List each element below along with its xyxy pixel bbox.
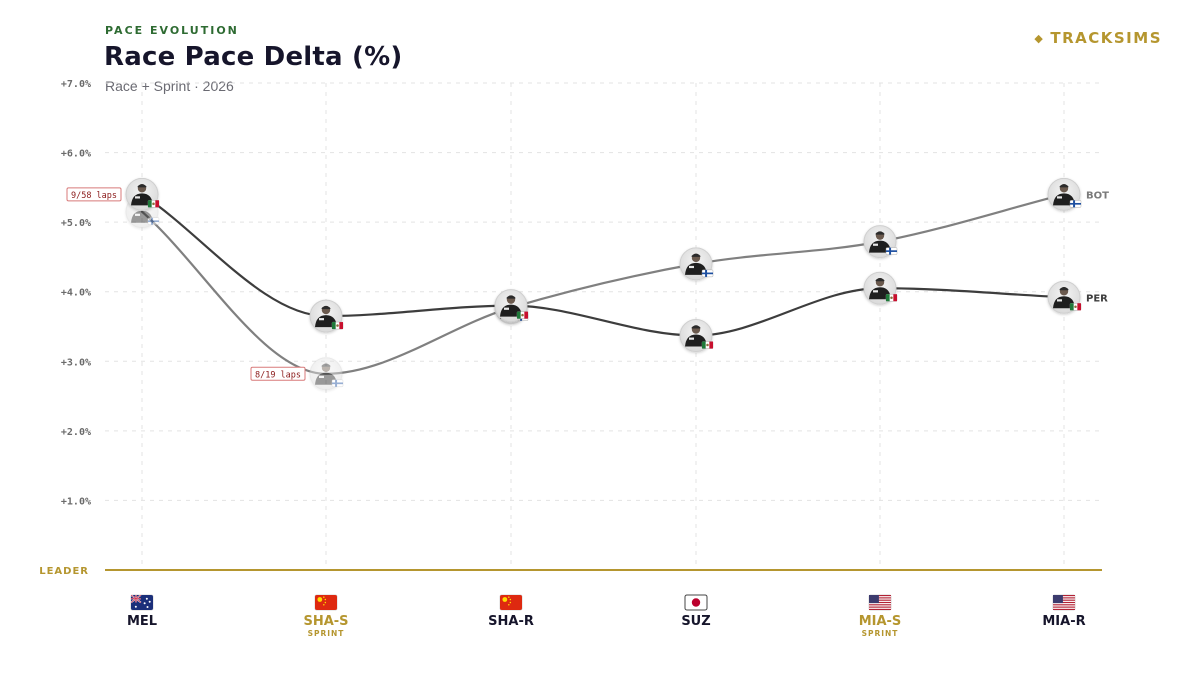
x-tick-label: SHA-R [488,614,534,629]
sprint-tag: SPRINT [308,629,345,638]
series-end-labels: BOT PER [1086,190,1109,304]
category-mia-r: MIA-R [1042,594,1086,629]
finland-flag [331,379,344,388]
chart-eyebrow: PACE EVOLUTION [105,24,239,37]
point-bot-suz [679,247,714,281]
series-end-label: BOT [1086,190,1109,201]
x-tick-label: MIA-S [859,614,902,629]
laps-annotation: 9/58 laps [66,187,122,202]
finland-flag [1069,200,1082,208]
series-end-label: PER [1086,293,1108,304]
series-line-bot [140,193,1066,375]
category-suz: SUZ [681,594,711,629]
chart-subtitle: Race + Sprint · 2026 [105,78,234,94]
annotations: 9/58 laps 8/19 laps [66,187,306,381]
point-bot-sha-s [309,357,344,391]
series-markers [125,177,1082,391]
y-tick-label: +1.0% [61,496,91,507]
japan-flag [684,594,708,611]
category-sha-r: SHA-R [488,594,534,629]
point-per-mia-r [1047,280,1082,314]
y-tick-label: +4.0% [61,288,91,299]
chart-title: Race Pace Delta (%) [104,42,403,72]
x-tick-label: MIA-R [1042,614,1085,629]
brand-logo: ◆ TRACKSIMS [1034,29,1162,47]
series-lines [140,193,1066,375]
sprint-tag: SPRINT [862,629,899,638]
china-flag [314,594,338,611]
y-tick-label: +5.0% [61,218,91,229]
series-line-per [140,193,1066,337]
annotation-text: 8/19 laps [255,370,301,380]
mexico-flag [885,294,898,302]
y-tick-label: +2.0% [61,427,91,438]
y-tick-label: +7.0% [61,79,91,90]
annotation-text: 9/58 laps [71,191,117,201]
y-tick-label: +3.0% [61,357,91,368]
mexico-flag [701,341,714,349]
finland-flag [147,217,160,225]
leader-label: LEADER [39,566,89,577]
usa-flag [1052,594,1076,611]
point-per-mel [125,177,160,211]
category-mel: MEL [127,594,157,629]
laps-annotation: 8/19 laps [250,366,306,381]
y-tick-label: +6.0% [61,149,91,160]
brand-name: TRACKSIMS [1050,29,1162,47]
mexico-flag [331,321,344,330]
china-flag [499,594,523,611]
point-bot-mia-s [863,225,898,259]
point-per-sha-r [494,289,529,323]
grid [105,82,1102,570]
finland-flag [701,269,714,278]
point-bot-mia-r [1047,177,1082,211]
leader-baseline: LEADER [39,566,1102,577]
y-axis-ticks: +1.0% +2.0% +3.0% +4.0% +5.0% +6.0% +7.0% [61,79,91,507]
x-tick-label: SHA-S [303,614,348,629]
diamond-icon: ◆ [1034,31,1045,45]
point-per-sha-s [309,299,344,333]
point-per-suz [679,319,714,353]
x-tick-label: SUZ [681,614,710,629]
mexico-flag [147,200,160,208]
finland-flag [885,247,898,255]
point-per-mia-s [863,271,898,305]
mexico-flag [1069,303,1082,311]
x-tick-label: MEL [127,614,157,629]
mexico-flag [516,311,529,319]
usa-flag [868,594,892,611]
australia-flag [130,594,154,611]
